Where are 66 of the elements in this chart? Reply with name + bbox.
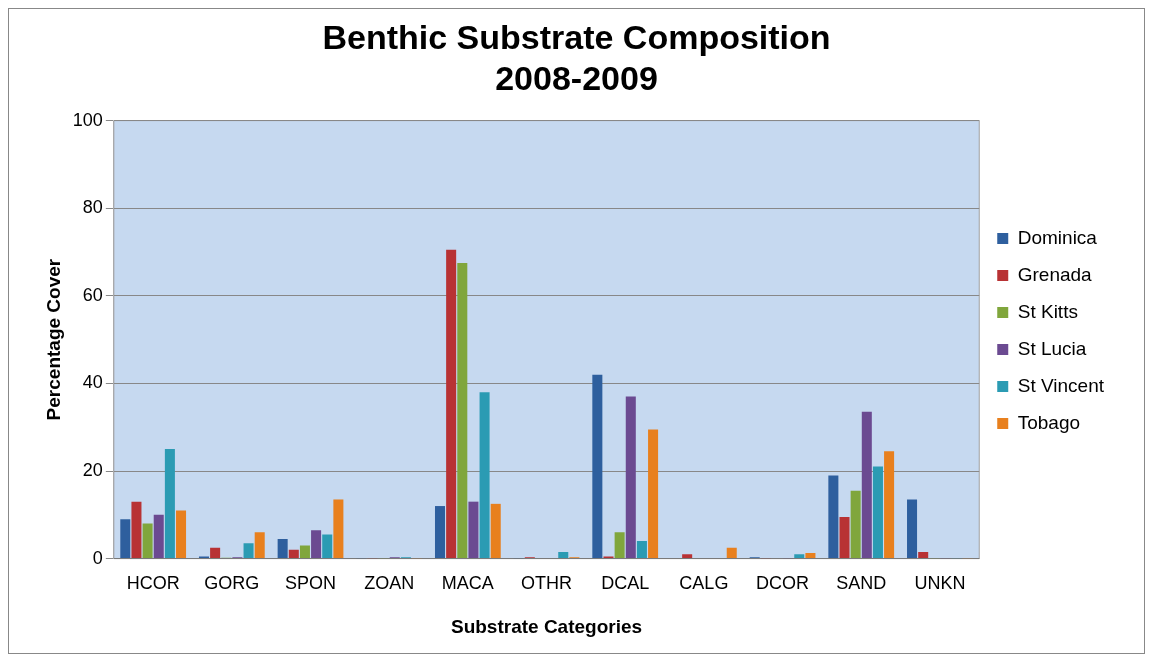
x-tick-label: SAND	[836, 573, 887, 594]
bar	[131, 501, 142, 559]
bar	[850, 490, 861, 559]
x-tick-label: SPON	[285, 573, 337, 594]
bar	[468, 501, 479, 559]
text: Benthic Substrate Composition	[322, 17, 831, 56]
y-tick-label: 20	[82, 459, 103, 480]
bar	[592, 374, 603, 559]
bar	[872, 466, 883, 559]
bar	[490, 503, 501, 559]
bar	[614, 532, 625, 559]
bar	[120, 519, 131, 559]
bar	[839, 516, 850, 559]
bar	[333, 499, 344, 559]
bar	[210, 547, 221, 559]
bar	[243, 543, 254, 559]
x-tick-label: MACA	[441, 573, 494, 594]
bar	[805, 552, 816, 559]
y-tick-label: 100	[72, 109, 103, 130]
bar	[884, 451, 895, 559]
bar	[479, 392, 490, 559]
bar	[457, 262, 468, 559]
bar	[794, 554, 805, 559]
x-tick-label: ZOAN	[364, 573, 415, 594]
x-tick-label: UNKN	[914, 573, 966, 594]
bar	[434, 506, 446, 559]
bar	[907, 499, 918, 559]
bar	[682, 554, 693, 559]
bar	[636, 541, 647, 559]
bar	[558, 552, 569, 559]
bar	[299, 545, 310, 559]
bar	[625, 396, 636, 559]
bar	[648, 429, 659, 559]
legend-label: St Lucia	[1017, 337, 1087, 359]
bar	[254, 532, 265, 559]
x-tick-label: DCAL	[601, 573, 650, 594]
bar	[142, 523, 153, 559]
x-axis-title: Substrate Categories	[450, 615, 643, 637]
x-tick-label: CALG	[679, 573, 729, 594]
text: 2008-2009	[495, 58, 658, 97]
bar	[918, 552, 929, 559]
y-axis-title: Percentage Cover	[42, 258, 64, 421]
bar	[277, 538, 288, 559]
bar	[726, 547, 737, 559]
bar	[828, 475, 839, 559]
legend-label: Dominica	[1017, 226, 1098, 248]
x-tick-label: HCOR	[126, 573, 180, 594]
legend-label: St Vincent	[1017, 374, 1105, 396]
bar	[153, 514, 164, 559]
x-tick-label: OTHR	[521, 573, 573, 594]
bar	[176, 510, 187, 559]
bar	[164, 449, 175, 559]
x-tick-label: DCOR	[756, 573, 810, 594]
y-tick-label: 40	[82, 372, 103, 393]
x-tick-label: GORG	[204, 573, 260, 594]
legend-label: Grenada	[1017, 263, 1093, 285]
y-tick-label: 60	[82, 284, 103, 305]
bar	[446, 249, 457, 559]
legend-label: Tobago	[1017, 411, 1081, 433]
bar	[322, 534, 333, 559]
bar	[861, 411, 872, 559]
bar	[311, 530, 322, 559]
bar	[288, 549, 299, 559]
legend-label: St Kitts	[1017, 300, 1078, 322]
y-tick-label: 0	[92, 547, 103, 568]
y-tick-label: 80	[82, 197, 103, 218]
